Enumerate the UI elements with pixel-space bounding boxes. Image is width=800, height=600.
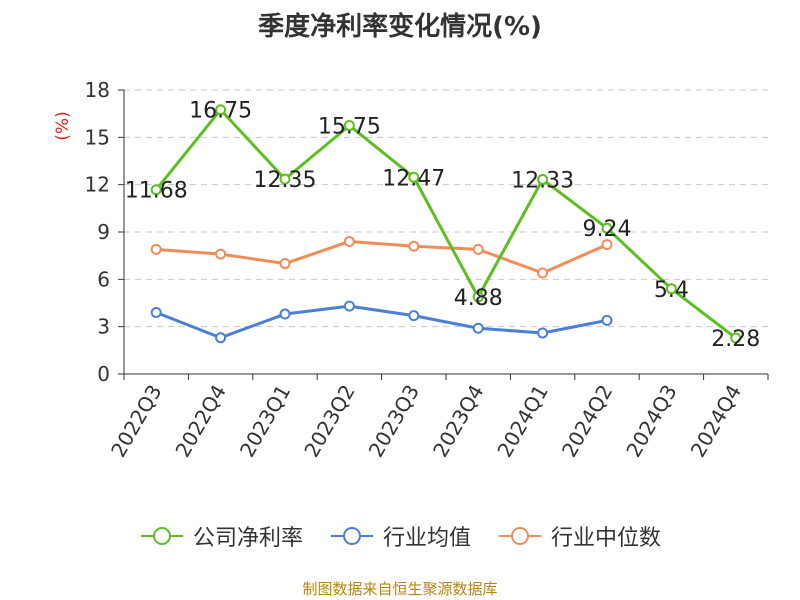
data-label: 11.68 (125, 179, 188, 204)
legend-marker-orange-icon (499, 527, 541, 545)
data-label: 2.28 (711, 327, 760, 352)
x-tick-label: 2023Q3 (364, 381, 424, 462)
y-tick-label: 15 (85, 125, 110, 149)
data-point (601, 314, 613, 326)
data-point (279, 173, 291, 185)
y-tick-label: 0 (97, 362, 110, 386)
data-point (665, 283, 677, 295)
chart-title: 季度净利率变化情况(%) (258, 12, 542, 42)
data-point (279, 308, 291, 320)
series-line (155, 108, 737, 340)
data-point (150, 306, 162, 318)
data-point (215, 104, 227, 116)
chart-legend: 公司净利率 行业均值 行业中位数 (0, 520, 800, 552)
series-line (155, 304, 608, 340)
data-point (601, 222, 613, 234)
data-point (343, 120, 355, 131)
data-label: 4.88 (454, 286, 503, 311)
x-tick-label: 2024Q2 (557, 381, 617, 462)
data-point (472, 291, 484, 303)
legend-marker-green-icon (140, 527, 183, 545)
x-tick-label: 2024Q3 (621, 381, 681, 462)
data-label: 12.35 (254, 168, 317, 193)
x-tick-label: 2023Q4 (428, 381, 488, 462)
data-point (601, 239, 613, 251)
legend-label: 公司净利率 (192, 526, 303, 551)
data-point (343, 300, 355, 312)
y-tick-label: 12 (85, 173, 110, 197)
y-tick-label: 6 (97, 267, 110, 291)
data-point (408, 240, 420, 252)
legend-item-industry-median[interactable]: 行业中位数 (497, 520, 661, 552)
data-label: 9.24 (583, 217, 632, 242)
data-point (150, 184, 162, 196)
data-point (472, 243, 484, 255)
data-point (408, 310, 420, 322)
data-point (279, 258, 291, 270)
data-label: 12.47 (382, 166, 445, 191)
data-label: 15.75 (318, 115, 381, 140)
data-point (150, 243, 162, 255)
y-axis-label: (%) (53, 111, 73, 140)
legend-item-company-net-margin[interactable]: 公司净利率 (139, 520, 303, 552)
data-point (537, 173, 549, 185)
x-tick-label: 2022Q3 (106, 381, 166, 462)
data-label: 12.33 (511, 168, 574, 193)
legend-label: 行业中位数 (551, 526, 662, 551)
y-tick-label: 9 (97, 220, 110, 244)
y-tick-label: 3 (97, 315, 110, 339)
data-point (343, 235, 355, 247)
legend-item-industry-mean[interactable]: 行业均值 (329, 520, 471, 552)
data-point (215, 332, 227, 344)
data-point (537, 267, 549, 279)
legend-label: 行业均值 (382, 526, 471, 551)
data-label: 16.75 (189, 99, 252, 124)
source-footer: 制图数据来自恒生聚源数据库 (302, 580, 498, 598)
data-point (215, 248, 227, 260)
legend-marker-blue-icon (330, 527, 373, 545)
data-point (472, 322, 484, 334)
x-tick-label: 2023Q1 (235, 381, 295, 462)
x-tick-label: 2023Q2 (299, 381, 359, 462)
x-tick-label: 2024Q1 (492, 381, 552, 462)
series-line (156, 239, 608, 275)
x-tick-label: 2022Q4 (170, 381, 230, 462)
data-label: 5.4 (654, 278, 689, 303)
data-point (408, 171, 420, 183)
data-point (730, 332, 742, 344)
x-tick-label: 2024Q4 (686, 381, 746, 462)
y-tick-label: 18 (85, 78, 110, 102)
data-point (537, 327, 549, 339)
